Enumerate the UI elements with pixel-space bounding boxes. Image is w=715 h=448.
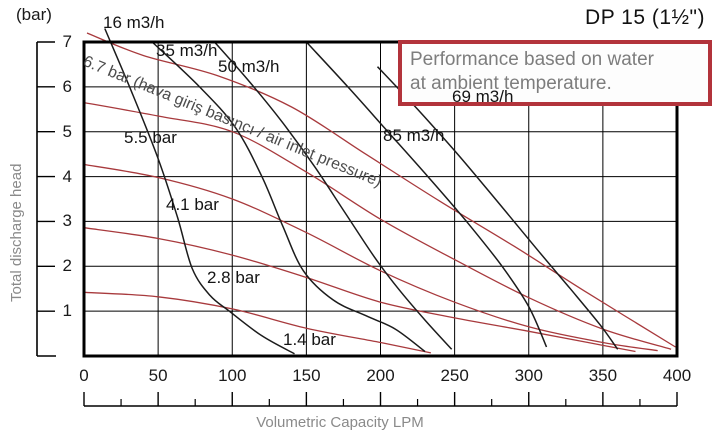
curve-label: 4.1 bar <box>166 195 219 214</box>
y-tick-label: 3 <box>62 211 72 231</box>
y-tick-label: 6 <box>62 76 72 96</box>
y-tick-label: 5 <box>62 121 72 141</box>
curve-6.7-bar <box>86 32 676 348</box>
curve-label: 5.5 bar <box>124 128 177 147</box>
x-tick-label: 350 <box>588 366 618 385</box>
curve-label: 50 m3/h <box>218 57 280 76</box>
x-axis-title: Volumetric Capacity LPM <box>256 414 424 431</box>
curve-label: 35 m3/h <box>156 41 218 60</box>
page-title: DP 15 (1½") <box>585 6 705 29</box>
x-tick-label: 50 <box>148 366 168 385</box>
x-tick-label: 100 <box>218 366 247 385</box>
curve-16-m3-h <box>104 28 295 355</box>
note-box: Performance based on water at ambient te… <box>398 40 712 106</box>
plot-border <box>82 40 679 358</box>
curve-5.5-bar <box>83 101 672 350</box>
curve-label: 85 m3/h <box>383 126 445 145</box>
curve-85-m3-h <box>376 66 619 350</box>
y-tick-label: 1 <box>62 301 72 321</box>
curve-35-m3-h <box>151 41 426 353</box>
curve-1.4-bar <box>83 291 432 354</box>
y-axis-title: Total discharge head <box>8 163 25 302</box>
curve-label: 2.8 bar <box>207 268 260 287</box>
y-tick-label: 7 <box>62 32 72 51</box>
note-line-1: Performance based on water <box>410 49 654 70</box>
x-tick-label: 250 <box>440 366 469 385</box>
curve-label: 16 m3/h <box>103 13 165 32</box>
x-tick-label: 400 <box>662 366 692 385</box>
x-tick-label: 300 <box>514 366 543 385</box>
x-tick-label: 0 <box>79 366 89 385</box>
y-tick-label: 4 <box>62 166 72 186</box>
curve-69-m3-h <box>305 41 548 348</box>
x-tick-label: 200 <box>366 366 395 385</box>
y-axis-unit-label: (bar) <box>16 5 52 24</box>
curve-2.8-bar <box>83 227 636 353</box>
curve-label: 69 m3/h <box>452 87 514 106</box>
curve-50-m3-h <box>213 41 453 350</box>
note-line-2: at ambient temperature. <box>410 73 612 95</box>
curve-4.1-bar <box>83 163 658 352</box>
y-tick-label: 2 <box>62 256 72 276</box>
x-tick-label: 150 <box>292 366 321 385</box>
curve-label: 1.4 bar <box>283 330 336 349</box>
